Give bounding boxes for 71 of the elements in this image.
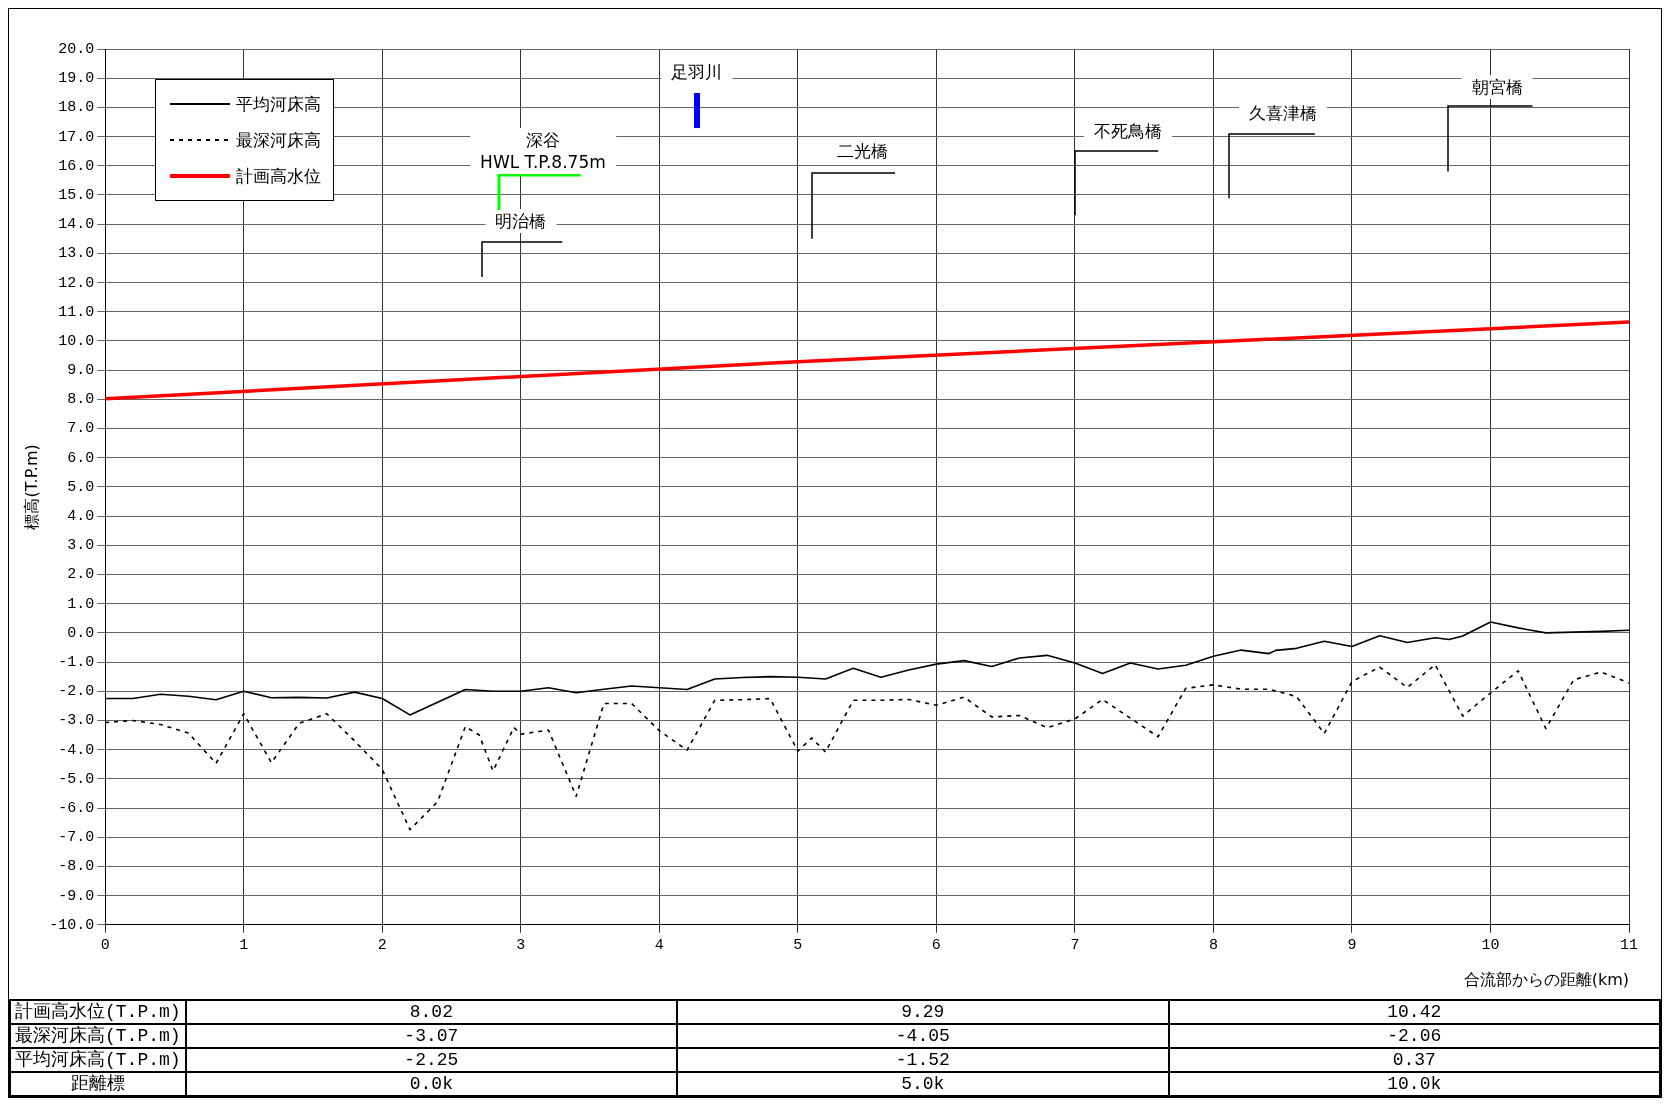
text: -1.52 [677, 1048, 1169, 1072]
text: 5.0k [677, 1072, 1169, 1096]
x-tick-label: 1 [239, 936, 249, 954]
annotation: 不死鳥橋 [1083, 118, 1172, 143]
y-tick-label: -2.0 [58, 683, 95, 701]
y-tick-label: 12.0 [58, 274, 95, 292]
x-tick-label: 3 [516, 936, 526, 954]
y-tick-label: 6.0 [67, 449, 95, 467]
y-tick-label: -9.0 [58, 887, 95, 905]
text: 9.29 [677, 1000, 1169, 1024]
x-tick-label: 5 [793, 936, 803, 954]
x-tick-label: 7 [1070, 936, 1080, 954]
x-tick-label: 2 [377, 936, 387, 954]
y-tick-label: 2.0 [67, 566, 95, 584]
y-tick-label: 4.0 [67, 508, 95, 526]
text: 8.02 [185, 1000, 678, 1024]
x-tick-label: 9 [1347, 936, 1357, 954]
annotation: 足羽川 [661, 60, 733, 85]
text: 距離標 [10, 1072, 186, 1096]
y-tick-label: 15.0 [58, 186, 95, 204]
y-tick-label: 13.0 [58, 245, 95, 263]
x-tick-label: 4 [654, 936, 664, 954]
y-tick-label: 9.0 [67, 362, 95, 380]
x-tick-label: 0 [100, 936, 110, 954]
x-tick-label: 8 [1208, 936, 1218, 954]
y-tick-label: 5.0 [67, 478, 95, 496]
y-tick-label: 8.0 [67, 391, 95, 409]
y-tick-label: -7.0 [58, 829, 95, 847]
text: 0.37 [1168, 1048, 1660, 1072]
y-tick-label: 1.0 [67, 595, 95, 613]
x-tick-label: 10 [1481, 936, 1500, 954]
text: 10.0k [1168, 1072, 1660, 1096]
y-tick-label: 14.0 [58, 216, 95, 234]
text: 平均河床高(T.P.m) [10, 1048, 186, 1072]
y-tick-label: 0.0 [67, 624, 95, 642]
text: -4.05 [677, 1024, 1169, 1048]
annotation: 朝宮橋 [1461, 74, 1533, 99]
y-tick-label: -1.0 [58, 654, 95, 672]
x-tick-label: 11 [1619, 936, 1639, 954]
y-tick-label: -3.0 [58, 712, 95, 730]
y-axis-title: 標高(T.P.m) [21, 444, 41, 530]
y-tick-label: -8.0 [58, 858, 95, 876]
y-tick-label: 20.0 [58, 40, 95, 58]
annotation: 深谷 HWL T.P.8.75m [470, 128, 616, 175]
text: -2.25 [185, 1048, 678, 1072]
annotation: 明治橋 [485, 209, 557, 234]
text: 0.0k [185, 1072, 678, 1096]
text: 最深河床高(T.P.m) [10, 1024, 186, 1048]
y-tick-label: 16.0 [58, 157, 95, 175]
text: 10.42 [1168, 1000, 1660, 1024]
legend-label: 最深河床高 [236, 128, 322, 152]
y-tick-label: -4.0 [58, 741, 95, 759]
annotation: 久喜津橋 [1238, 101, 1327, 126]
y-tick-label: 10.0 [58, 332, 95, 350]
y-tick-label: -5.0 [58, 770, 95, 788]
y-tick-label: 3.0 [67, 537, 95, 555]
text: -2.06 [1168, 1024, 1660, 1048]
y-tick-label: 7.0 [67, 420, 95, 438]
y-tick-label: 19.0 [58, 70, 95, 88]
y-tick-label: 11.0 [58, 303, 95, 321]
y-tick-label: -6.0 [58, 800, 95, 817]
y-tick-label: 18.0 [58, 99, 95, 117]
text: -3.07 [185, 1024, 678, 1048]
text: 計画高水位(T.P.m) [10, 1000, 186, 1024]
legend-label: 平均河床高 [236, 92, 322, 116]
legend-label: 計画高水位 [236, 164, 322, 188]
x-axis-title: 合流部からの距離(km) [1463, 969, 1629, 989]
y-tick-label: 17.0 [58, 128, 95, 146]
annotation: 二光橋 [827, 139, 899, 164]
x-tick-label: 6 [931, 936, 941, 954]
y-tick-label: -10.0 [49, 916, 95, 934]
